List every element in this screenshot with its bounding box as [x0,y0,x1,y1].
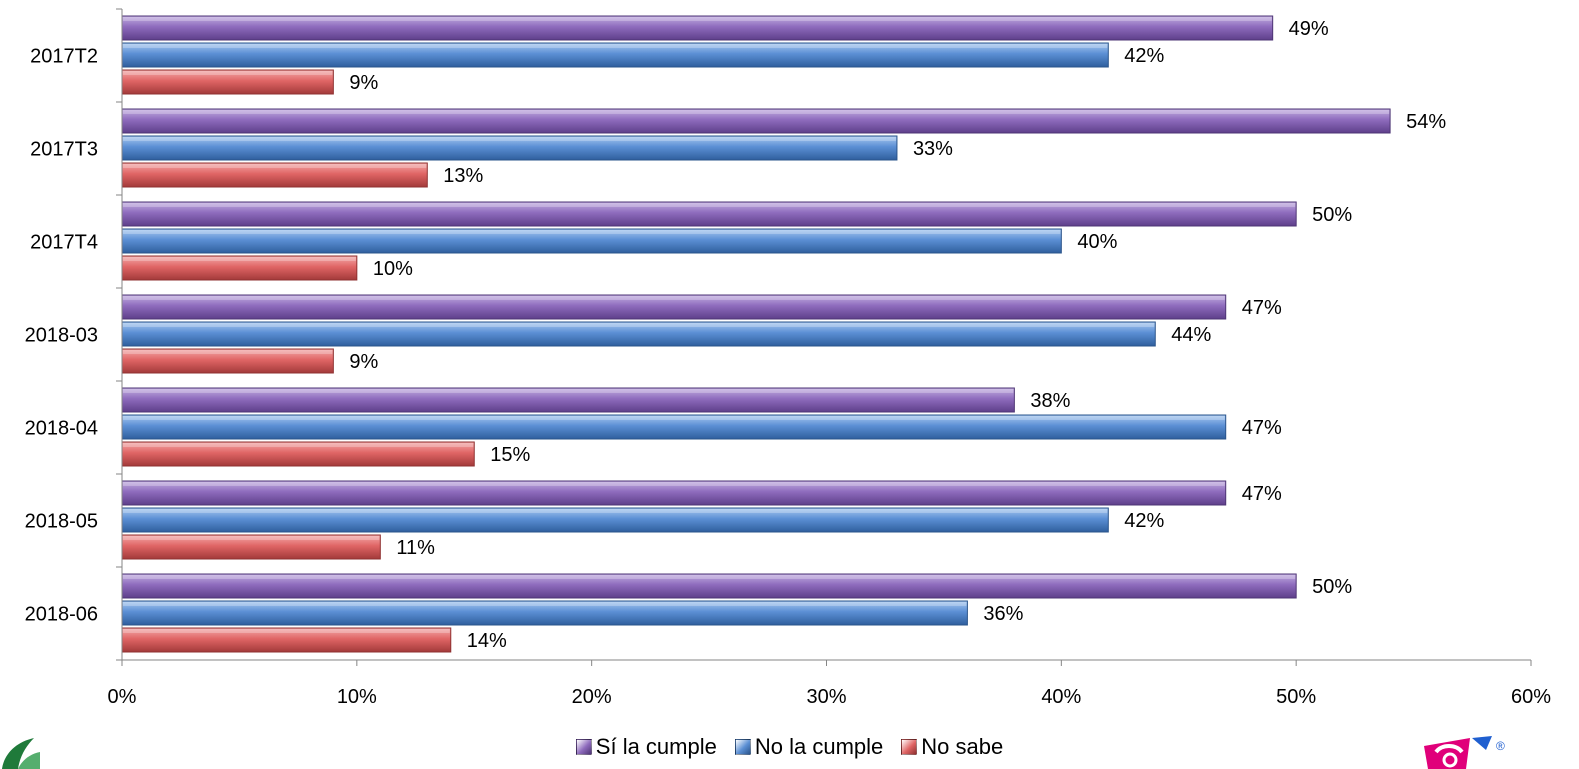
bar-si-la-cumple-2018-06 [121,573,1297,599]
data-label-si-la-cumple-2018-05: 47% [1242,483,1282,505]
data-label-si-la-cumple-2018-04: 38% [1030,390,1070,412]
bar-highlight [123,350,333,354]
legend-item-si-la-cumple: Sí la cumple [575,734,717,760]
axes [116,8,1532,666]
data-label-si-la-cumple-2018-06: 50% [1312,576,1352,598]
brand-logo-icon: ® [1424,736,1505,769]
bar-no-la-cumple-2017T4 [121,228,1062,254]
data-label-no-sabe-2017T2: 9% [349,72,378,94]
data-label-si-la-cumple-2018-03: 47% [1242,297,1282,319]
bar-highlight [123,509,1108,513]
data-label-no-la-cumple-2018-04: 47% [1242,417,1282,439]
legend-label-no-sabe: No sabe [921,734,1004,759]
bar-highlight [123,602,967,606]
x-tick-label: 60% [1511,686,1551,708]
bar-chart: 49% 42% 9% 2017T2 54% 33% 13% 2017T3 50% 40% 10% 20… [25,8,1552,708]
bar-highlight [123,629,450,633]
legend-swatch-no-la-cumple [734,739,751,755]
data-label-no-la-cumple-2018-06: 36% [983,603,1023,625]
svg-text:®: ® [1496,739,1505,753]
bar-highlight [123,44,1108,48]
bar-highlight [123,230,1061,234]
bar-highlight [123,164,427,168]
data-label-no-la-cumple-2017T3: 33% [913,138,953,160]
bar-highlight [123,575,1296,579]
y-tick-label: 2018-04 [25,418,98,440]
bar-no-la-cumple-2017T2 [121,42,1109,68]
data-label-si-la-cumple-2017T4: 50% [1312,204,1352,226]
x-tick-label: 30% [806,686,846,708]
y-tick-label: 2018-03 [25,325,98,347]
data-label-no-sabe-2018-04: 15% [490,444,530,466]
y-tick-label: 2017T4 [30,232,98,254]
data-label-no-sabe-2017T4: 10% [373,258,413,280]
legend-item-no-sabe: No sabe [901,734,1003,760]
data-label-no-sabe-2018-03: 9% [349,351,378,373]
labels-layer: 49% 42% 9% 2017T2 54% 33% 13% 2017T3 50% 40% 10% 20… [25,18,1552,708]
bar-highlight [123,482,1225,486]
legend: Sí la cumple No la cumple No sabe [0,734,1579,761]
bar-highlight [123,443,474,447]
data-label-si-la-cumple-2017T3: 54% [1406,111,1446,133]
data-label-no-la-cumple-2018-05: 42% [1124,510,1164,532]
y-tick-label: 2018-05 [25,511,98,533]
bar-si-la-cumple-2017T2 [121,15,1274,41]
y-tick-label: 2017T3 [30,139,98,161]
bar-no-sabe-2017T4 [121,255,358,281]
bar-no-la-cumple-2018-04 [121,414,1227,440]
bar-highlight [123,203,1296,207]
y-tick-label: 2017T2 [30,46,98,68]
bar-highlight [123,389,1014,393]
bar-highlight [123,17,1272,21]
legend-item-no-la-cumple: No la cumple [734,734,884,760]
data-label-si-la-cumple-2017T2: 49% [1289,18,1329,40]
data-label-no-sabe-2017T3: 13% [443,165,483,187]
data-label-no-la-cumple-2018-03: 44% [1171,324,1211,346]
bar-si-la-cumple-2017T4 [121,201,1297,227]
x-tick-label: 10% [337,686,377,708]
data-label-no-la-cumple-2017T4: 40% [1077,231,1117,253]
bar-no-sabe-2018-05 [121,534,381,560]
bar-si-la-cumple-2018-05 [121,480,1227,506]
legend-label-no-la-cumple: No la cumple [754,734,884,759]
bar-no-sabe-2017T3 [121,162,428,188]
leaf-logo-icon [2,738,40,769]
data-label-no-sabe-2018-06: 14% [467,630,507,652]
bar-si-la-cumple-2018-04 [121,387,1015,413]
bar-highlight [123,536,380,540]
bar-highlight [123,416,1225,420]
data-label-no-sabe-2018-05: 11% [396,537,435,559]
y-tick-label: 2018-06 [25,604,98,626]
bar-no-sabe-2018-06 [121,627,452,653]
bar-no-la-cumple-2018-05 [121,507,1109,533]
legend-swatch-no-sabe [901,739,918,755]
legend-swatch-si-la-cumple [575,739,592,755]
x-tick-label: 50% [1276,686,1316,708]
bar-no-la-cumple-2018-03 [121,321,1156,347]
bar-no-sabe-2018-03 [121,348,334,374]
x-tick-label: 0% [108,686,137,708]
bar-highlight [123,110,1390,114]
x-tick-label: 40% [1041,686,1081,708]
legend-label-si-la-cumple: Sí la cumple [595,734,717,759]
bars-layer [121,15,1391,653]
bar-highlight [123,257,356,261]
bar-si-la-cumple-2017T3 [121,108,1391,134]
bar-highlight [123,323,1155,327]
data-label-no-la-cumple-2017T2: 42% [1124,45,1164,67]
bar-no-sabe-2018-04 [121,441,475,467]
bar-highlight [123,137,896,141]
bar-highlight [123,71,333,75]
bar-highlight [123,296,1225,300]
x-tick-label: 20% [572,686,612,708]
